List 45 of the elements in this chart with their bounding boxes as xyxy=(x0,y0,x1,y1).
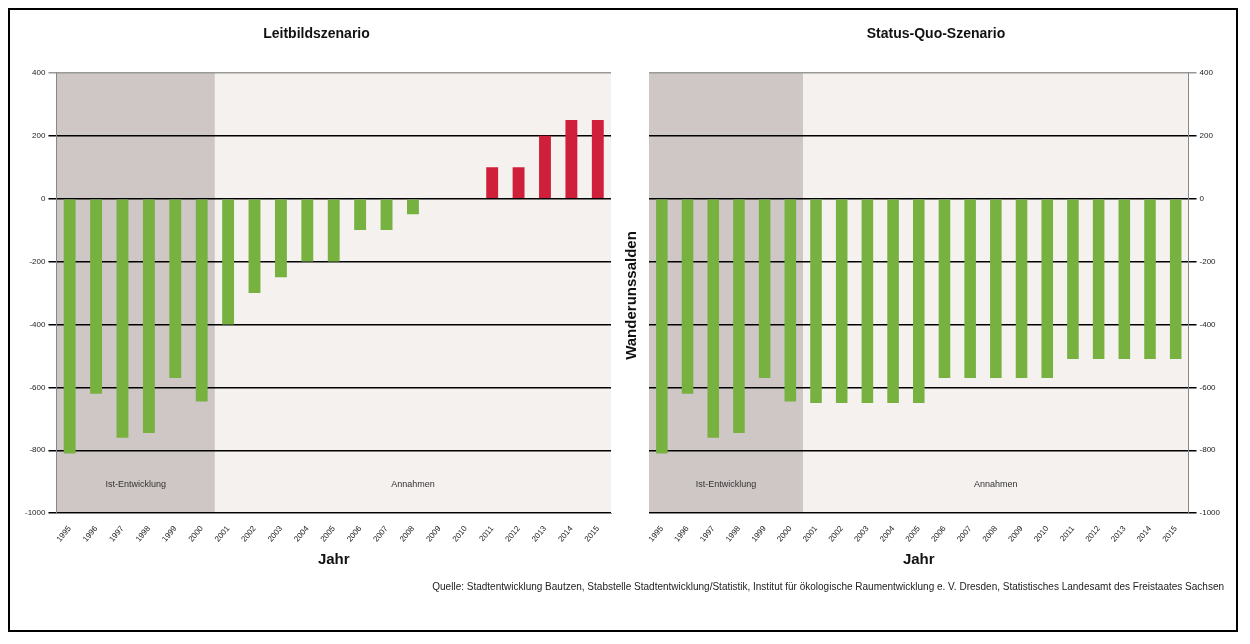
bar xyxy=(565,119,578,198)
chart-title: Status-Quo-Szenario xyxy=(866,25,1006,42)
y-tick-label: 400 xyxy=(32,68,46,77)
bar xyxy=(169,199,182,378)
bar xyxy=(539,135,551,198)
bar xyxy=(354,199,367,231)
bar xyxy=(407,199,419,215)
y2-tick-label: -400 xyxy=(1199,319,1217,329)
bar xyxy=(116,199,129,438)
bar xyxy=(222,199,235,325)
bar xyxy=(591,119,604,198)
bar xyxy=(301,199,314,262)
y-tick-label: 0 xyxy=(41,193,47,203)
bar xyxy=(380,199,393,231)
x-axis-title: Jahr xyxy=(902,550,935,568)
y-tick-label: -800 xyxy=(29,445,47,455)
y2-tick-label: -600 xyxy=(1199,382,1217,392)
source-note: Quelle: Stadtentwicklung Bautzen, Stabstelle Stadtentwicklung/Statistik, Institut für ökologische Raumentwicklung e. V. Dresden, Statistisches Landesamt des Freistaates Sachsen xyxy=(431,581,1225,592)
y2-tick-label: -200 xyxy=(1199,256,1217,266)
bar xyxy=(90,199,103,394)
y-tick-label: 200 xyxy=(32,130,46,140)
bar xyxy=(195,199,208,402)
band-label: Ist-Entwicklung xyxy=(695,479,757,490)
bar xyxy=(512,167,525,198)
bar xyxy=(486,167,499,198)
y-tick-label: -400 xyxy=(29,319,47,329)
band-label: Annahmen xyxy=(391,479,435,490)
y2-tick-label: 0 xyxy=(1199,193,1205,203)
bar xyxy=(274,199,287,278)
y2-tick-label: -800 xyxy=(1199,445,1217,455)
x-axis-title: Jahr xyxy=(317,550,350,568)
bar xyxy=(142,199,155,433)
band-label: Annahmen xyxy=(974,479,1018,490)
y2-tick-label: 400 xyxy=(1199,68,1214,77)
y2-tick-label: 200 xyxy=(1199,130,1214,140)
bar xyxy=(327,199,340,262)
y-tick-label: -200 xyxy=(29,256,47,266)
y-axis-title: Wanderunssalden xyxy=(621,231,639,360)
y2-tick-label: -1000 xyxy=(1199,508,1221,518)
y-tick-label: -1000 xyxy=(24,508,46,518)
chart-title: Leitbildszenario xyxy=(263,25,370,42)
band-label: Ist-Entwicklung xyxy=(105,479,166,490)
y-tick-label: -600 xyxy=(29,382,47,392)
bar xyxy=(63,199,76,454)
bar xyxy=(248,199,261,293)
